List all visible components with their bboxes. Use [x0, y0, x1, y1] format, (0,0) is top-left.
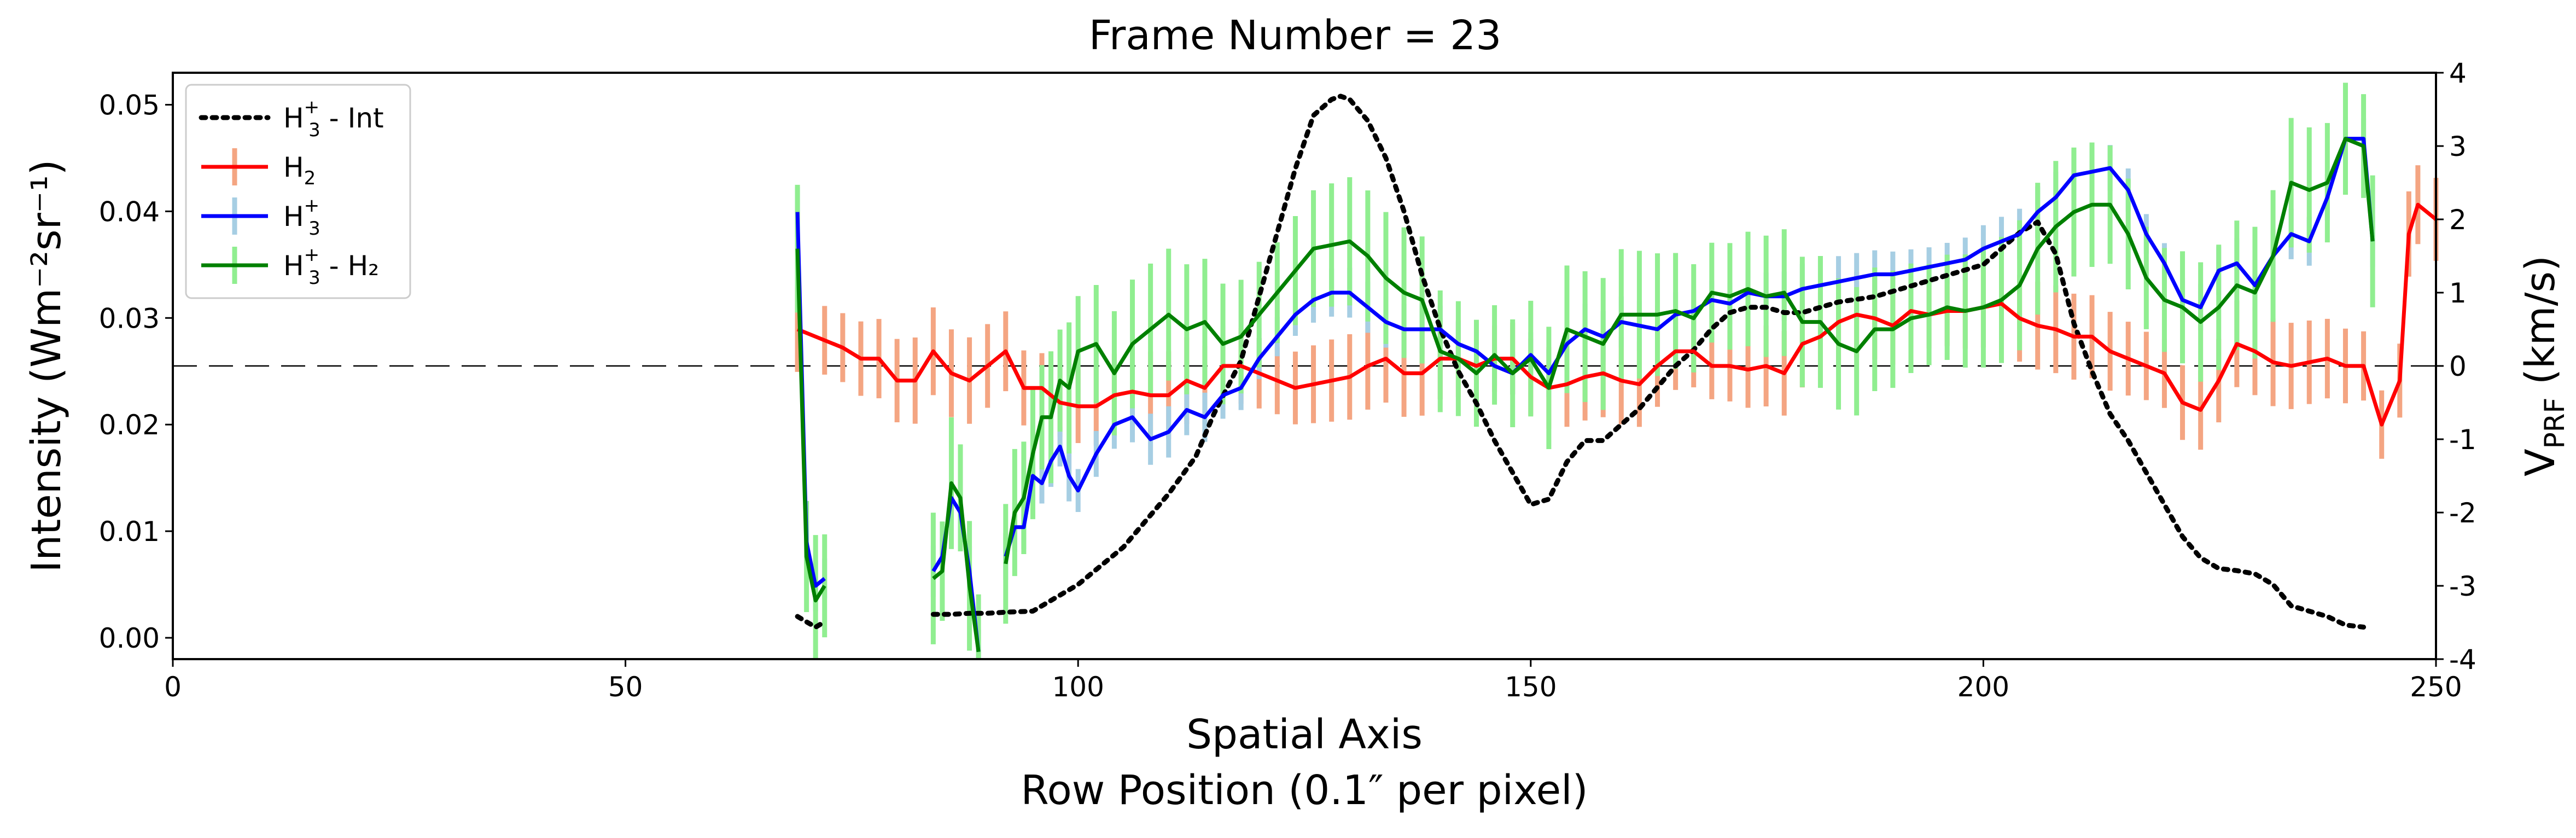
- x-tick-label: 150: [1505, 671, 1557, 703]
- diff-series-line: [1004, 137, 2375, 565]
- x-tick-label: 50: [608, 671, 643, 703]
- diff-series-line: [795, 248, 826, 603]
- x-axis-sublabel: Row Position (0.1″ per pixel): [1021, 767, 1588, 814]
- y-tick-label-right: -4: [2449, 644, 2476, 676]
- legend-label-h2: H2: [283, 152, 316, 189]
- diff-series-line: [932, 481, 981, 653]
- h2-series-line: [796, 202, 2438, 427]
- y-axis-label-right: VPRF (km/s): [2517, 255, 2571, 476]
- legend-label-diff: H+ 3 - H₂: [283, 244, 379, 289]
- x-tick-label: 100: [1052, 671, 1104, 703]
- y-tick-label-right: 3: [2449, 131, 2467, 162]
- y-tick-label-right: 2: [2449, 204, 2467, 236]
- y-tick-label-left: 0.03: [99, 302, 160, 334]
- x-tick-label: 200: [1957, 671, 2009, 703]
- y-axis-label-left: Intensity (Wm⁻²sr⁻¹): [23, 159, 70, 572]
- y-tick-label-right: -1: [2449, 424, 2476, 456]
- int-series-line: [930, 94, 2367, 630]
- int-series-line: [795, 614, 827, 630]
- h3-series-line: [1004, 137, 2375, 557]
- legend-label-int: H+ 3 - Int: [283, 96, 384, 141]
- x-tick-label: 250: [2410, 671, 2462, 703]
- y-tick-label-left: 0.04: [99, 196, 160, 228]
- y-tick-label-left: 0.00: [99, 622, 160, 654]
- legend-label-h3: H+ 3: [283, 195, 320, 240]
- y-tick-label-right: 4: [2449, 57, 2467, 89]
- x-axis-label: Spatial Axis: [1186, 711, 1423, 758]
- y-tick-label-left: 0.02: [99, 409, 160, 441]
- y-tick-label-right: -3: [2449, 571, 2476, 602]
- chart-title: Frame Number = 23: [1089, 12, 1502, 59]
- y-tick-label-right: -2: [2449, 497, 2476, 529]
- y-tick-label-right: 0: [2449, 351, 2467, 382]
- x-tick-label: 0: [164, 671, 182, 703]
- y-tick-label-left: 0.01: [99, 516, 160, 548]
- y-tick-label-left: 0.05: [99, 89, 160, 121]
- legend-box: [185, 84, 411, 299]
- y-tick-label-right: 1: [2449, 277, 2467, 309]
